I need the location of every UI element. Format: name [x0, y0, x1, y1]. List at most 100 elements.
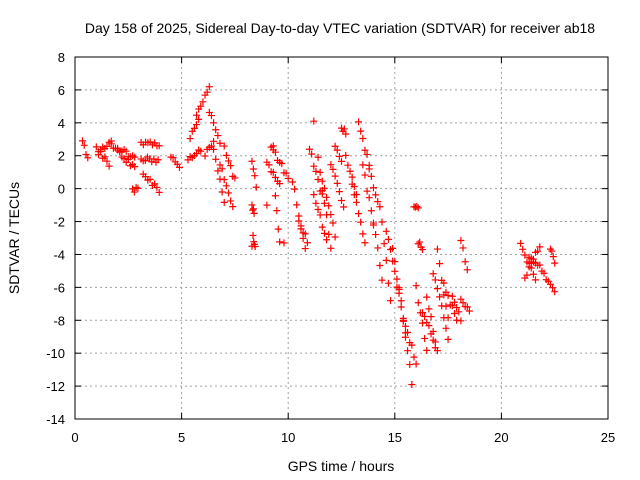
data-point: [249, 205, 257, 213]
data-point: [84, 154, 92, 162]
data-point: [457, 236, 465, 244]
data-point: [444, 314, 452, 322]
data-point: [193, 111, 201, 119]
data-point: [210, 145, 218, 153]
data-point: [278, 160, 286, 168]
data-point: [419, 319, 427, 327]
data-point: [342, 130, 350, 138]
data-point: [404, 328, 412, 336]
data-point: [404, 347, 412, 355]
data-point: [335, 188, 343, 196]
data-point: [301, 245, 309, 253]
data-point: [314, 153, 322, 161]
data-point: [378, 218, 386, 226]
data-point: [401, 322, 409, 330]
data-point: [342, 151, 350, 159]
data-point: [103, 157, 111, 165]
data-point: [220, 198, 228, 206]
data-point: [329, 219, 337, 227]
data-point: [216, 139, 224, 147]
data-point: [273, 207, 281, 215]
data-point: [419, 309, 427, 317]
data-point: [318, 223, 326, 231]
data-point: [303, 239, 311, 247]
data-point: [333, 146, 341, 154]
data-point: [227, 197, 235, 205]
data-point: [378, 276, 386, 284]
data-point: [218, 188, 226, 196]
data-point: [92, 143, 100, 151]
data-point: [220, 142, 228, 150]
data-point: [519, 245, 527, 253]
data-point: [551, 288, 559, 296]
data-point: [227, 162, 235, 170]
data-point: [465, 307, 473, 315]
data-point: [252, 183, 260, 191]
data-point: [276, 180, 284, 188]
data-point: [459, 299, 467, 307]
data-point: [323, 193, 331, 201]
data-point: [131, 153, 139, 161]
data-point: [536, 261, 544, 269]
data-point: [391, 267, 399, 275]
chart-title: Day 158 of 2025, Sidereal Day-to-day VTE…: [85, 20, 595, 36]
data-point: [274, 225, 282, 233]
data-point: [361, 239, 369, 247]
data-point: [249, 231, 257, 239]
data-point: [310, 117, 318, 125]
data-point: [155, 188, 163, 196]
data-point: [131, 163, 139, 171]
x-tick-label: 5: [178, 430, 185, 445]
data-point: [387, 297, 395, 305]
data-point: [248, 242, 256, 250]
data-point: [308, 150, 316, 158]
x-tick-label: 0: [71, 430, 78, 445]
data-point: [376, 203, 384, 211]
data-point: [297, 225, 305, 233]
data-point: [414, 299, 422, 307]
axis-ticks: 0 5 10 15 20 25 -14 -12 -10 -8 -6 -4 -2 0 2 4 6 8: [46, 50, 615, 445]
data-point: [442, 324, 450, 332]
data-point: [382, 227, 390, 235]
data-point: [357, 218, 365, 226]
data-point: [369, 184, 377, 192]
data-point: [251, 172, 259, 180]
data-point: [517, 239, 525, 247]
y-tick-label: -12: [46, 379, 65, 394]
y-tick-label: 0: [58, 182, 65, 197]
data-point: [216, 161, 224, 169]
y-tick-label: 2: [58, 149, 65, 164]
data-point: [457, 317, 465, 325]
data-point: [382, 256, 390, 264]
data-point: [212, 126, 220, 134]
y-tick-label: -2: [53, 215, 65, 230]
data-point: [374, 244, 382, 252]
data-point: [549, 284, 557, 292]
data-point: [355, 118, 363, 126]
data-point: [248, 157, 256, 165]
data-point: [331, 172, 339, 180]
data-point: [214, 132, 222, 140]
x-tick-label: 10: [281, 430, 295, 445]
data-point: [195, 115, 203, 123]
data-point: [340, 125, 348, 133]
data-point: [423, 346, 431, 354]
data-point: [193, 150, 201, 158]
data-point: [359, 161, 367, 169]
data-point: [367, 207, 375, 215]
data-point: [78, 137, 86, 145]
data-point: [101, 153, 109, 161]
data-point: [325, 230, 333, 238]
data-point: [197, 147, 205, 155]
data-point: [271, 173, 279, 181]
data-point: [344, 161, 352, 169]
data-point: [325, 202, 333, 210]
data-point: [359, 230, 367, 238]
y-tick-label: 6: [58, 83, 65, 98]
data-point: [357, 127, 365, 135]
data-point: [82, 150, 90, 158]
data-point: [154, 156, 162, 164]
data-point: [331, 233, 339, 241]
data-point: [361, 146, 369, 154]
data-point: [293, 201, 301, 209]
